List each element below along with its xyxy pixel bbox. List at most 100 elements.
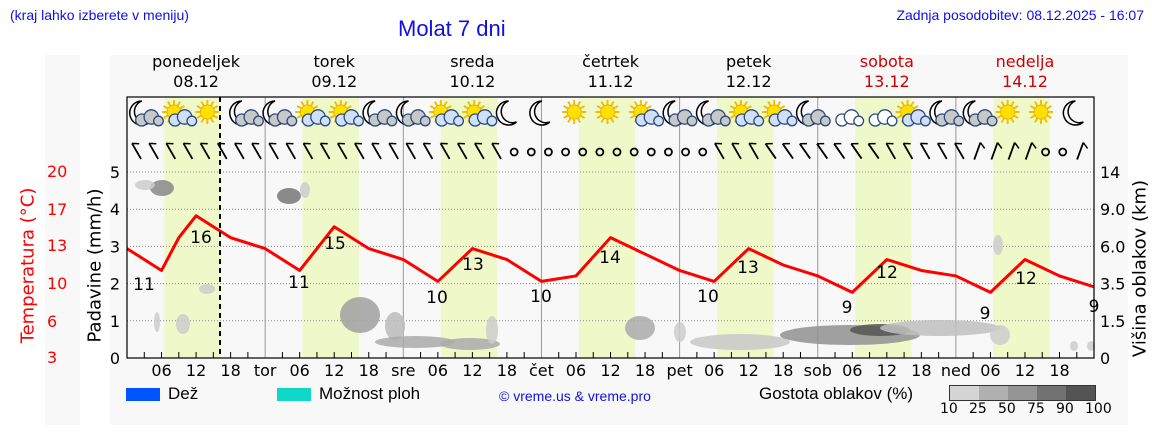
calm-wind-icon — [1058, 147, 1068, 157]
wind-barb-icon — [850, 142, 863, 160]
density-tick: 50 — [998, 401, 1016, 417]
svg-text:6.0: 6.0 — [1100, 237, 1125, 256]
wind-barb-icon — [833, 142, 846, 160]
day-header-5: sobota 13.12 — [827, 52, 947, 92]
wind-barb-icon — [285, 142, 297, 160]
wind-barb-icon — [781, 142, 794, 160]
sun-icon — [595, 100, 620, 124]
temp-annotation: 11 — [133, 275, 155, 295]
density-tick: 100 — [1085, 401, 1112, 417]
cloud-density-blob — [625, 316, 655, 340]
wind-barb-icon — [439, 142, 451, 160]
wind-barb-icon — [405, 142, 417, 160]
svg-text:12: 12 — [324, 361, 344, 380]
cloud-density-blob — [176, 314, 190, 334]
wind-barb-icon — [816, 142, 829, 160]
cloud-density-blobs — [135, 180, 1095, 351]
sun-cloudy-icon — [728, 100, 765, 127]
sun-partly-cloudy-icon — [628, 100, 665, 127]
density-tick: 25 — [969, 401, 987, 417]
svg-text:18: 18 — [773, 361, 793, 380]
sun-cloudy-icon — [428, 100, 465, 127]
svg-text:12: 12 — [186, 361, 206, 380]
svg-text:sob: sob — [804, 361, 832, 380]
svg-text:18: 18 — [220, 361, 240, 380]
day-date: 12.12 — [725, 72, 772, 91]
wind-barb-icon — [354, 142, 365, 160]
density-tick: 10 — [940, 401, 958, 417]
temperature-line — [126, 214, 1095, 294]
day-name: nedelja — [995, 52, 1055, 71]
temp-tick: 3 — [47, 348, 58, 367]
wind-barb-icon — [954, 142, 965, 160]
wind-barb-icon — [491, 142, 502, 160]
svg-text:5: 5 — [110, 163, 120, 182]
calm-wind-icon — [526, 147, 536, 157]
svg-text:18: 18 — [497, 361, 517, 380]
daylight-band — [440, 97, 498, 358]
moon-icon — [529, 100, 551, 126]
temp-tick: 10 — [47, 274, 68, 293]
temp-annotation: 14 — [599, 248, 621, 268]
svg-text:1: 1 — [110, 312, 120, 331]
temp-annotation: 10 — [426, 288, 448, 308]
day-date: 09.12 — [311, 72, 358, 91]
density-swatch — [979, 386, 1008, 400]
location-hint-link[interactable]: (kraj lahko izberete v meniju) — [10, 7, 189, 23]
svg-text:2: 2 — [110, 275, 120, 294]
day-name: sreda — [450, 52, 495, 71]
cloud-density-blob — [880, 320, 1000, 336]
temp-tick: 17 — [47, 200, 68, 219]
moon-cloudy-icon — [695, 100, 731, 127]
svg-text:1.5: 1.5 — [1100, 312, 1125, 331]
day-name: četrtek — [582, 52, 639, 71]
cloud-density-blob — [340, 297, 380, 333]
cloud-density-blob — [375, 336, 455, 348]
showers-legend-label: Možnost ploh — [319, 384, 421, 403]
temp-annotation: 16 — [190, 228, 212, 248]
cloudy-icon — [835, 109, 865, 127]
cloud-density-blob — [486, 316, 498, 344]
day-name: ponedeljek — [152, 52, 241, 71]
daylight-band — [993, 97, 1050, 358]
page-title: Molat 7 dni — [398, 16, 506, 41]
wind-barb-icon — [165, 142, 177, 160]
calm-wind-icon — [664, 147, 673, 157]
day-date: 10.12 — [449, 72, 496, 91]
svg-text:12: 12 — [738, 361, 758, 380]
temp-tick: 13 — [47, 236, 68, 255]
wind-barb-icon — [422, 142, 434, 160]
svg-text:18: 18 — [635, 361, 655, 380]
cloud-density-blob — [277, 188, 301, 204]
daylight-band — [578, 97, 636, 358]
sun-partly-cloudy-icon — [295, 100, 331, 127]
cloudy-icon — [868, 109, 898, 127]
moon-cloudy-icon — [929, 100, 965, 127]
day-date: 13.12 — [863, 72, 910, 91]
svg-text:čet: čet — [529, 361, 554, 380]
calm-wind-icon — [544, 147, 553, 157]
wind-barb-icon — [1076, 142, 1089, 160]
day-header-6: nedelja 14.12 — [965, 52, 1085, 92]
temp-annotation: 11 — [288, 273, 310, 293]
svg-text:tor: tor — [254, 361, 277, 380]
temp-tick: 20 — [47, 162, 68, 181]
daylight-band — [164, 97, 221, 358]
cloud-density-blob — [150, 180, 174, 196]
cloud-density-blob — [135, 180, 155, 190]
temp-tick: 6 — [47, 312, 58, 331]
svg-text:06: 06 — [290, 361, 310, 380]
cloud-density-blob — [199, 284, 215, 294]
svg-text:ned: ned — [941, 361, 971, 380]
credit-link[interactable]: © vreme.us & vreme.pro — [499, 388, 651, 404]
svg-text:pet: pet — [666, 361, 692, 380]
wind-barb-icon — [919, 142, 931, 160]
last-update: Zadnja posodobitev: 08.12.2025 - 16:07 — [896, 7, 1144, 23]
svg-text:18: 18 — [911, 361, 931, 380]
density-swatch — [1066, 386, 1095, 400]
cloud-density-blob — [440, 338, 500, 350]
cloud-density-blob — [154, 312, 160, 332]
temp-axis-panel — [45, 55, 80, 425]
temp-annotation: 12 — [1015, 269, 1037, 289]
temp-annotation: 9 — [842, 298, 853, 318]
